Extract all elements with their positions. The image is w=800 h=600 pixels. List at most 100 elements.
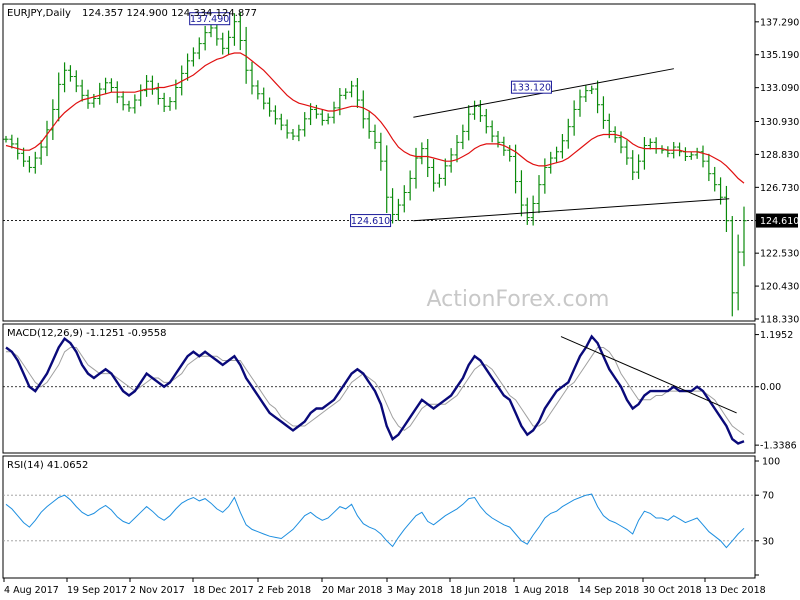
price-tick-label: 122.530: [760, 249, 799, 260]
annotation-box: [189, 12, 231, 26]
price-bar: [3, 135, 9, 143]
macd-tick-label: -1.3386: [760, 441, 797, 452]
price-bar: [190, 47, 196, 67]
price-bar: [460, 124, 466, 150]
price-bar: [694, 147, 700, 159]
rsi-tick-label: 70: [762, 491, 774, 502]
price-bar: [618, 131, 624, 154]
price-bar: [513, 144, 519, 194]
date-tick-label: 20 Mar 2018: [322, 585, 382, 596]
price-bar: [653, 137, 659, 154]
price-panel: [2, 3, 756, 322]
current-price-tag-label: 124.610: [760, 216, 799, 227]
price-bar: [249, 61, 255, 95]
price-bar: [220, 32, 226, 55]
price-bar: [688, 151, 694, 160]
price-tick-label: 133.090: [760, 83, 799, 94]
price-trendlines: [413, 68, 730, 222]
rsi-tick-label: 30: [762, 536, 774, 547]
price-bar: [325, 113, 331, 125]
moving-average-line: [5, 52, 745, 184]
date-tick-label: 4 Aug 2017: [4, 585, 59, 596]
trendline: [413, 198, 730, 222]
symbol-label: EURJPY,Daily: [7, 8, 71, 19]
price-bar: [372, 124, 378, 150]
price-bar: [571, 100, 577, 136]
price-bar: [413, 147, 419, 189]
price-bar: [366, 111, 372, 139]
price-bar: [26, 156, 32, 173]
rsi-label: RSI(14) 41.0652: [7, 460, 88, 471]
price-bar: [442, 158, 448, 186]
price-tick-label: 130.930: [760, 117, 799, 128]
price-bar: [718, 177, 724, 205]
price-bar: [489, 120, 495, 143]
macd-lines: [3, 334, 755, 445]
price-bar: [735, 234, 741, 311]
price-tick-label: 118.330: [760, 315, 799, 326]
price-bar: [62, 62, 68, 93]
price-bar: [589, 85, 595, 95]
price-bar: [296, 124, 302, 142]
price-bar: [559, 134, 565, 159]
price-bar: [267, 97, 273, 117]
date-tick-label: 1 Aug 2018: [514, 585, 569, 596]
price-bar: [161, 92, 167, 112]
price-bar: [337, 88, 343, 116]
price-bar: [32, 151, 38, 174]
price-bar: [196, 37, 202, 60]
date-tick-label: 2 Nov 2017: [130, 585, 185, 596]
macd-trendline: [560, 336, 737, 414]
price-tick-label: 128.830: [760, 150, 799, 161]
price-bar: [38, 140, 44, 165]
annotation-label: 137.490: [190, 14, 229, 25]
price-bar: [214, 21, 220, 46]
rsi-tick-label: 100: [762, 457, 780, 468]
price-bar: [419, 142, 425, 165]
price-bar: [272, 105, 278, 125]
price-bar: [9, 134, 15, 149]
price-bar: [290, 129, 296, 141]
macd-y-axis: 1.1952 0.00 -1.3386: [755, 330, 797, 452]
price-y-axis: 137.290 135.190 133.090 130.930 128.830 126.7…: [755, 17, 799, 326]
price-bar: [390, 188, 396, 224]
price-tick-label: 126.730: [760, 183, 799, 194]
price-bar: [138, 84, 144, 107]
price-bar: [530, 195, 536, 226]
price-bar: [202, 25, 208, 51]
price-bar: [378, 132, 384, 171]
macd-tick-label: 0.00: [760, 382, 781, 393]
price-bar: [624, 140, 630, 165]
date-tick-label: 30 Oct 2018: [643, 585, 702, 596]
price-bar: [677, 142, 683, 157]
price-tick-label: 120.430: [760, 282, 799, 293]
price-bar: [103, 77, 109, 95]
price-bar: [120, 91, 126, 111]
price-bar: [44, 120, 50, 157]
price-bar: [454, 135, 460, 163]
price-bar: [126, 100, 132, 112]
price-bar: [536, 175, 542, 214]
price-bar: [313, 104, 319, 119]
ohlc-label: 124.357 124.900 124.334 124.877: [82, 8, 257, 19]
price-bar: [723, 185, 729, 233]
price-bar: [149, 75, 155, 95]
annotation-box: [350, 214, 392, 228]
price-bar: [284, 119, 290, 139]
price-bar: [278, 113, 284, 131]
sma-line: [5, 52, 745, 184]
current-price-tag: 124.610: [756, 213, 799, 228]
price-bar: [501, 136, 507, 156]
price-bar: [319, 109, 325, 126]
price-bar: [395, 198, 401, 221]
price-bar: [542, 158, 548, 194]
price-bar: [595, 80, 601, 114]
price-bar: [108, 78, 114, 93]
price-bar: [706, 153, 712, 182]
macd-tick-label: 1.1952: [760, 330, 793, 341]
price-bars: [3, 12, 747, 317]
date-tick-label: 13 Dec 2018: [705, 585, 766, 596]
date-tick-label: 19 Sep 2017: [67, 585, 127, 596]
price-bar: [583, 85, 589, 102]
price-bar: [636, 154, 642, 179]
